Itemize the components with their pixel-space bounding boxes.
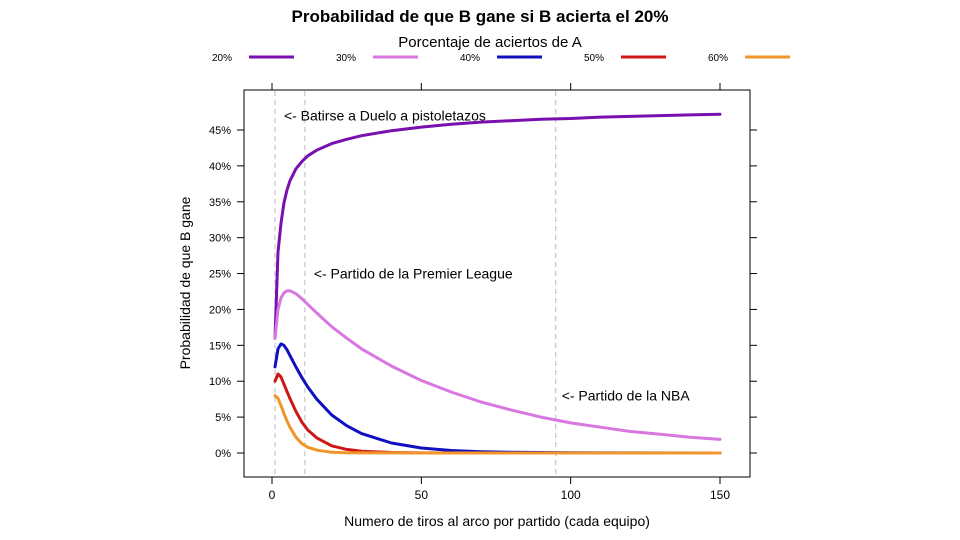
y-tick-label: 30% bbox=[209, 233, 231, 245]
axes: 0 50 100 150 0% 5% 10% 15% 20% 25% 30% 35% 40% 45% bbox=[209, 83, 757, 502]
x-axis-label: Numero de tiros al arco por partido (cad… bbox=[344, 513, 650, 529]
y-tick-label: 10% bbox=[209, 376, 231, 388]
y-tick-label: 35% bbox=[209, 197, 231, 209]
reference-lines bbox=[274, 91, 557, 476]
legend-label: 60% bbox=[708, 53, 728, 64]
legend-title: Porcentaje de aciertos de A bbox=[398, 34, 581, 51]
y-tick-label: 25% bbox=[209, 269, 231, 281]
legend-label: 20% bbox=[212, 53, 232, 64]
y-tick-label: 0% bbox=[215, 448, 231, 460]
annotation: <- Batirse a Duelo a pistoletazos bbox=[284, 108, 486, 124]
y-axis-label: Probabilidad de que B gane bbox=[177, 196, 193, 369]
y-tick-label: 20% bbox=[209, 304, 231, 316]
chart-title: Probabilidad de que B gane si B acierta … bbox=[292, 7, 669, 26]
x-tick-label: 100 bbox=[561, 488, 581, 502]
series-line-60pct bbox=[273, 394, 722, 455]
series-line-50pct bbox=[273, 372, 722, 455]
x-tick-label: 150 bbox=[710, 488, 730, 502]
y-tick-label: 40% bbox=[209, 161, 231, 173]
annotation: <- Partido de la Premier League bbox=[314, 266, 513, 282]
legend: 20% 30% 40% 50% 60% bbox=[212, 53, 790, 64]
y-tick-label: 5% bbox=[215, 412, 231, 424]
legend-label: 30% bbox=[336, 53, 356, 64]
x-tick-label: 50 bbox=[415, 488, 429, 502]
series-group bbox=[273, 112, 722, 455]
x-tick-label: 0 bbox=[269, 488, 276, 502]
series-line-30pct bbox=[273, 289, 722, 441]
y-tick-label: 15% bbox=[209, 340, 231, 352]
plot-frame bbox=[243, 89, 751, 478]
y-tick-label: 45% bbox=[209, 125, 231, 137]
annotations: <- Batirse a Duelo a pistoletazos <- Part… bbox=[284, 108, 690, 404]
annotation: <- Partido de la NBA bbox=[562, 388, 691, 404]
series-line-20pct bbox=[273, 112, 722, 340]
legend-label: 40% bbox=[460, 53, 480, 64]
legend-label: 50% bbox=[584, 53, 604, 64]
